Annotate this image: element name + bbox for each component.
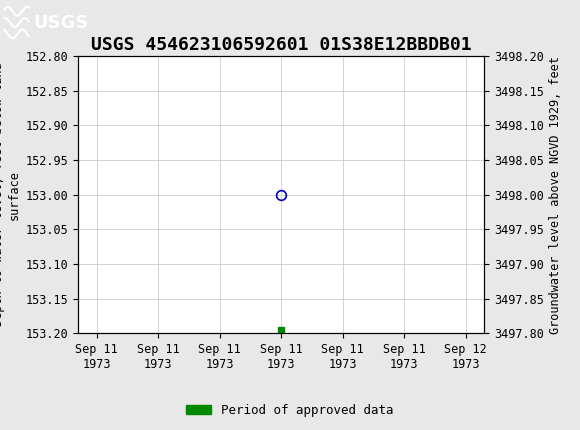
Text: USGS: USGS (34, 14, 89, 31)
Legend: Period of approved data: Period of approved data (181, 399, 399, 421)
Text: USGS 454623106592601 01S38E12BBDB01: USGS 454623106592601 01S38E12BBDB01 (91, 36, 472, 54)
Y-axis label: Groundwater level above NGVD 1929, feet: Groundwater level above NGVD 1929, feet (549, 55, 563, 334)
Y-axis label: Depth to water level, feet below land
surface: Depth to water level, feet below land su… (0, 63, 20, 326)
